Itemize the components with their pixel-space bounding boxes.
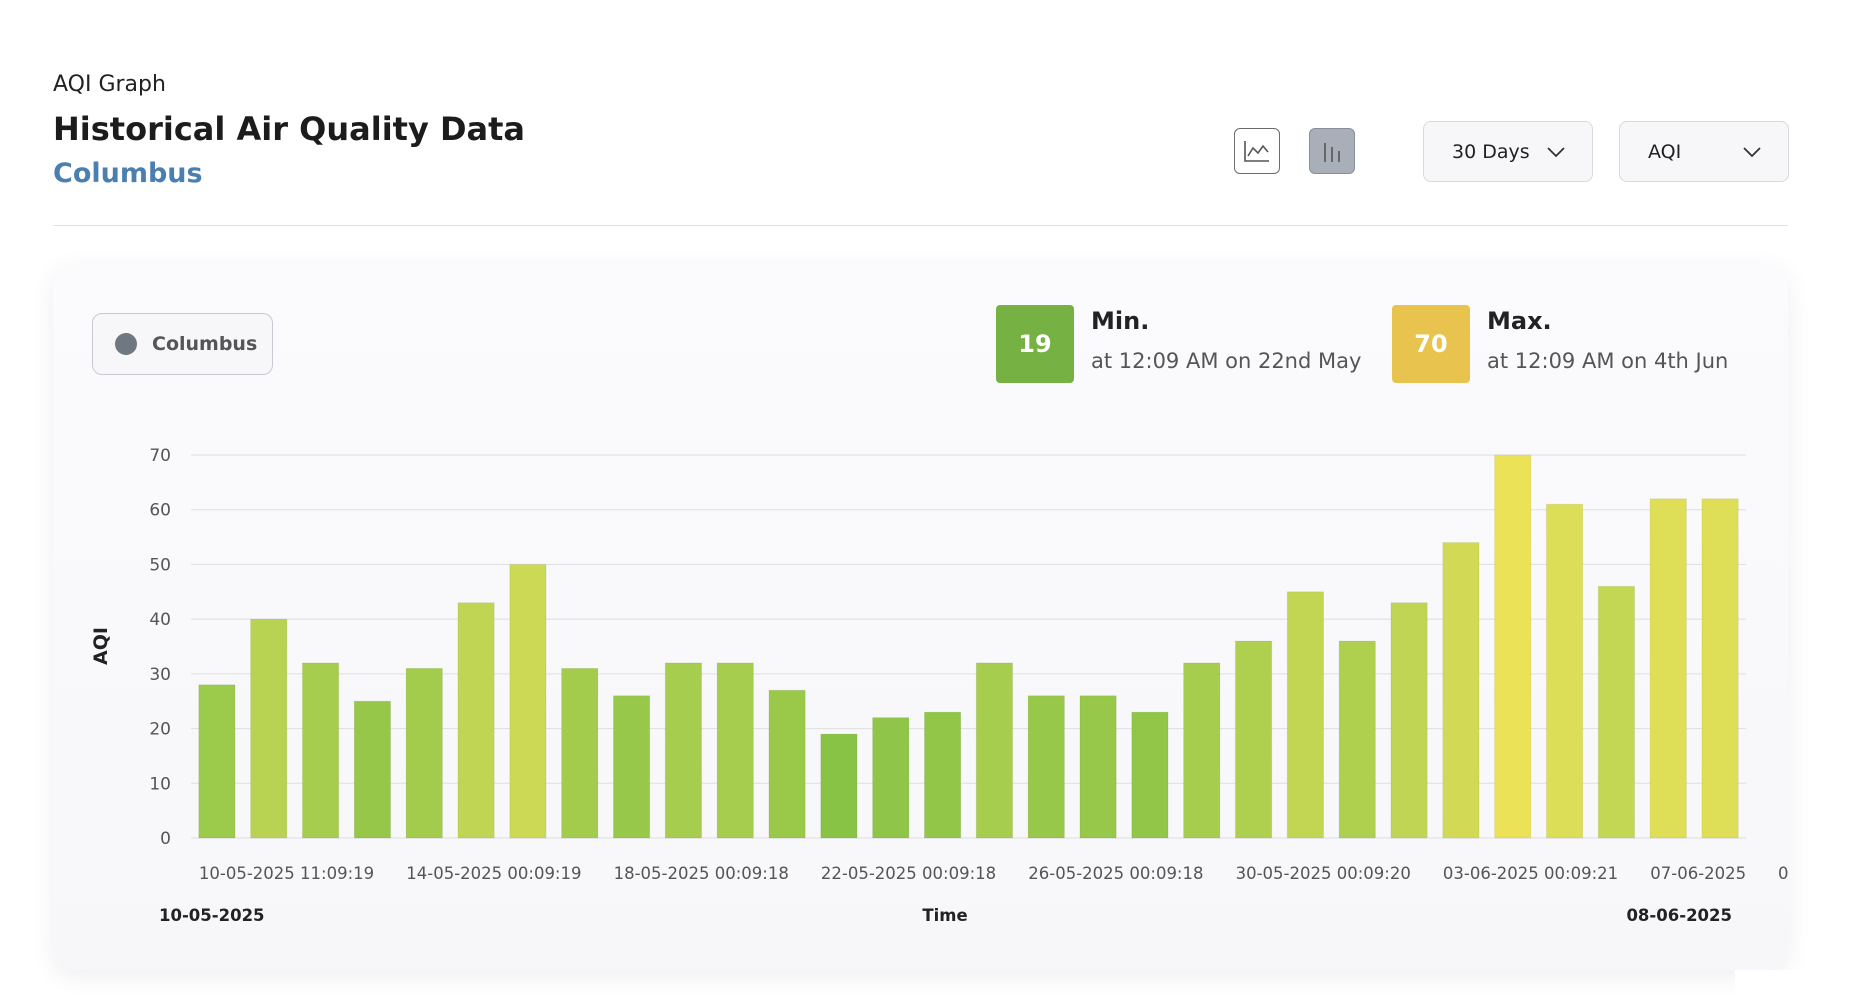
section-eyebrow: AQI Graph	[53, 72, 166, 97]
max-stat: 70 Max. at 12:09 AM on 4th Jun	[1392, 305, 1728, 385]
page-edge	[1735, 970, 1874, 1000]
page-title: Historical Air Quality Data	[53, 110, 526, 148]
legend-item-columbus[interactable]: Columbus	[92, 313, 273, 375]
bar	[1131, 711, 1169, 839]
chevron-down-icon	[1547, 146, 1565, 157]
x-tick-label: 14-05-2025 00:09:19	[406, 864, 581, 883]
y-axis-label: AQI	[90, 627, 112, 665]
bar	[1649, 498, 1687, 839]
min-detail: at 12:09 AM on 22nd May	[1091, 349, 1362, 373]
line-chart-button[interactable]	[1234, 128, 1280, 174]
bar	[716, 662, 754, 839]
y-tick-label: 40	[149, 610, 171, 630]
x-tick-label: 22-05-2025 00:09:18	[821, 864, 996, 883]
max-label: Max.	[1487, 307, 1552, 335]
bar	[1597, 585, 1636, 839]
bar	[820, 733, 858, 839]
range-end-label: 08-06-2025	[1626, 906, 1732, 925]
bar	[768, 689, 806, 839]
y-tick-label: 0	[160, 829, 171, 849]
range-dropdown[interactable]: 30 Days	[1423, 121, 1593, 182]
y-tick-label: 50	[149, 555, 171, 575]
bar	[1494, 454, 1532, 839]
bar	[1183, 662, 1221, 839]
x-tick-label: 03-06-2025 00:09:21	[1443, 864, 1618, 883]
max-detail: at 12:09 AM on 4th Jun	[1487, 349, 1729, 373]
bar	[250, 618, 288, 839]
bar-chart-icon	[1324, 143, 1340, 162]
bar	[923, 711, 962, 839]
legend-dot	[115, 333, 137, 355]
x-tick-label: 18-05-2025 00:09:18	[614, 864, 789, 883]
metric-dropdown-value: AQI	[1648, 140, 1682, 163]
y-tick-label: 60	[149, 501, 171, 521]
label-clip	[1746, 860, 1778, 888]
bar	[1286, 591, 1325, 839]
bar	[1079, 695, 1117, 839]
bar	[561, 667, 599, 839]
bar	[509, 563, 547, 839]
bar	[198, 684, 236, 839]
line-chart-icon	[1244, 141, 1269, 162]
bar	[664, 662, 703, 839]
range-dropdown-value: 30 Days	[1452, 140, 1530, 163]
bar	[612, 695, 651, 839]
bar	[975, 662, 1014, 839]
x-tick-label: 10-05-2025 11:09:19	[199, 864, 374, 883]
min-label: Min.	[1091, 307, 1150, 335]
bar	[457, 602, 495, 839]
bar	[301, 662, 340, 839]
bar	[872, 717, 910, 839]
range-start-label: 10-05-2025	[159, 906, 265, 925]
y-tick-label: 30	[149, 665, 171, 685]
header-divider	[53, 225, 1788, 226]
aqi-bar-chart: 0 10 20 30 40 50 60 70 AQI 10-05-2025 11:09:19 14-…	[90, 446, 1788, 925]
y-tick-label: 10	[149, 774, 171, 794]
chevron-down-icon	[1743, 146, 1761, 157]
location-name: Columbus	[53, 158, 203, 189]
bar	[353, 700, 392, 839]
x-axis-label: Time	[922, 906, 967, 925]
bar	[1442, 542, 1480, 839]
min-value-badge: 19	[996, 305, 1074, 383]
bar	[1545, 503, 1584, 839]
min-stat: 19 Min. at 12:09 AM on 22nd May	[996, 305, 1361, 385]
y-tick-label: 70	[149, 446, 171, 466]
metric-dropdown[interactable]: AQI	[1619, 121, 1789, 182]
bar	[1701, 498, 1739, 839]
legend-label: Columbus	[152, 333, 258, 355]
max-value-badge: 70	[1392, 305, 1470, 383]
page-header: AQI Graph Historical Air Quality Data Co…	[53, 70, 525, 192]
bar	[405, 667, 443, 839]
x-tick-label: 30-05-2025 00:09:20	[1236, 864, 1411, 883]
bar-chart-button[interactable]	[1309, 128, 1355, 174]
y-tick-label: 20	[149, 720, 171, 740]
bar	[1390, 602, 1428, 839]
bar	[1027, 695, 1065, 839]
chart-card: Columbus 19 Min. at 12:09 AM on 22nd May…	[53, 264, 1788, 970]
bar	[1338, 640, 1376, 839]
x-tick-label: 26-05-2025 00:09:18	[1028, 864, 1203, 883]
bar	[1234, 640, 1273, 839]
